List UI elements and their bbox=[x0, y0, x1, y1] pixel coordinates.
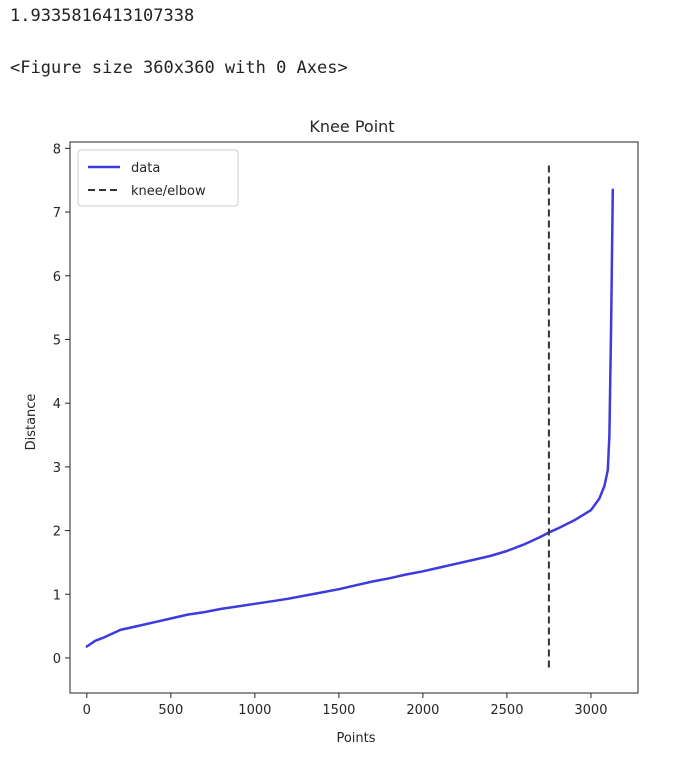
legend: data knee/elbow bbox=[77, 149, 239, 207]
x-tick-label: 2500 bbox=[490, 703, 523, 718]
legend-box bbox=[77, 149, 239, 207]
output-result-value: 1.9335816413107338 bbox=[10, 6, 195, 26]
x-tick-label: 3000 bbox=[574, 703, 607, 718]
plot-frame bbox=[69, 141, 639, 694]
plot-area: 0 500 1000 1500 2000 2500 3000 0 1 2 3 4 5 6 7 8 bbox=[53, 141, 639, 718]
y-tick-label: 3 bbox=[53, 461, 61, 476]
x-tick-label: 0 bbox=[83, 703, 91, 718]
y-tick-label: 4 bbox=[53, 397, 61, 412]
x-tick-label: 2000 bbox=[406, 703, 439, 718]
x-tick-label: 1500 bbox=[322, 703, 355, 718]
legend-label-1: knee/elbow bbox=[131, 184, 206, 199]
y-tick-label: 1 bbox=[53, 588, 61, 603]
y-tick-label: 8 bbox=[53, 142, 61, 157]
y-tick-label: 7 bbox=[53, 206, 61, 221]
figure-background bbox=[0, 100, 700, 761]
y-tick-label: 5 bbox=[53, 333, 61, 348]
output-figure-repr: <Figure size 360x360 with 0 Axes> bbox=[10, 58, 348, 78]
x-axis-label: Points bbox=[336, 731, 375, 746]
x-tick-label: 1000 bbox=[238, 703, 271, 718]
x-tick-label: 500 bbox=[158, 703, 183, 718]
y-tick-label: 0 bbox=[53, 652, 61, 667]
y-axis-label: Distance bbox=[24, 394, 39, 451]
legend-label-0: data bbox=[131, 161, 160, 176]
y-tick-label: 2 bbox=[53, 525, 61, 540]
series-line-0 bbox=[85, 188, 615, 648]
knee-point-chart: Knee Point 0 500 1000 1500 2000 2500 3000 0 1 2 3 4… bbox=[0, 100, 700, 761]
chart-title: Knee Point bbox=[309, 117, 394, 136]
y-tick-label: 6 bbox=[53, 270, 61, 285]
